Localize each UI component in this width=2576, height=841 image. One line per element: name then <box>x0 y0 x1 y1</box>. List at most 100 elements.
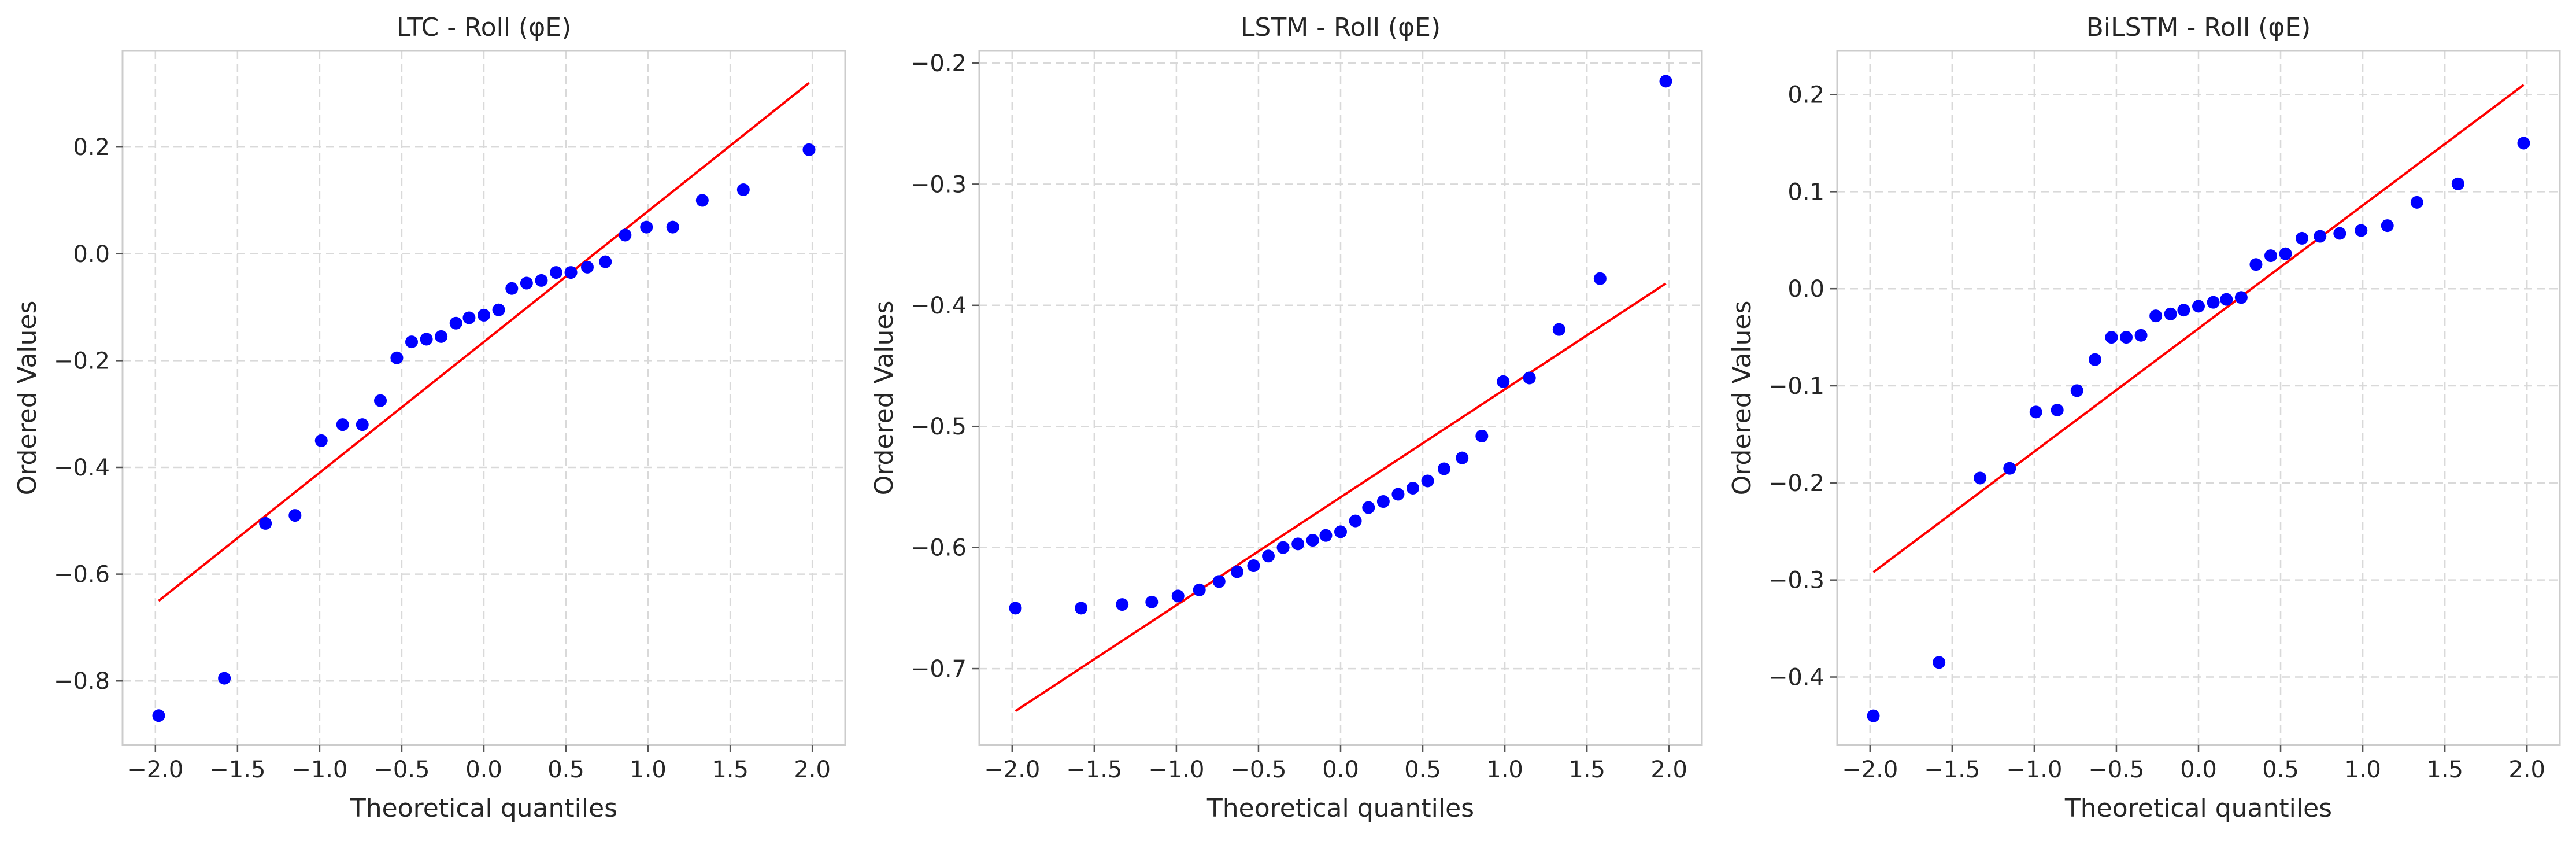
data-point <box>2192 300 2205 313</box>
data-point <box>1376 495 1390 508</box>
data-point <box>1116 598 1129 611</box>
data-point <box>2105 331 2118 344</box>
data-point <box>1145 595 1159 608</box>
data-point <box>2410 196 2423 209</box>
data-point <box>462 311 476 324</box>
y-tick-label: 0.2 <box>73 134 110 161</box>
data-point <box>2134 329 2148 342</box>
data-point <box>1262 549 1275 563</box>
x-tick-label: −1.0 <box>1148 757 1204 783</box>
data-point <box>1421 474 1434 488</box>
data-point <box>550 266 562 279</box>
data-point <box>2279 247 2292 260</box>
data-point <box>259 517 272 530</box>
data-point <box>1319 529 1333 542</box>
y-axis-label: Ordered Values <box>1727 301 1757 496</box>
data-point <box>2314 230 2327 243</box>
data-point <box>492 303 505 316</box>
data-point <box>2249 258 2263 271</box>
data-point <box>2051 403 2064 416</box>
data-point <box>2120 331 2133 344</box>
data-point <box>1247 559 1260 573</box>
data-point <box>1306 534 1319 547</box>
data-point <box>580 260 594 274</box>
data-point <box>435 330 448 343</box>
y-tick-label: −0.4 <box>54 455 110 481</box>
data-point <box>2003 462 2016 475</box>
qq-panel: −2.0 −1.5 −1.0 −0.5 0.0 0.5 1.0 1.5 2.0 −0.4 −0.3 −… <box>1727 13 2561 823</box>
fit-line <box>1872 84 2525 573</box>
y-tick-label: −0.5 <box>911 414 967 440</box>
x-tick-label: 0.0 <box>465 757 502 783</box>
data-point <box>449 316 462 330</box>
data-point <box>405 335 418 349</box>
x-tick-label: 1.5 <box>712 757 749 783</box>
qq-panel: −2.0 −1.5 −1.0 −0.5 0.0 0.5 1.0 1.5 2.0 −0.7 −0.6 −… <box>869 13 1703 823</box>
data-point <box>1349 514 1362 528</box>
data-point <box>802 143 816 156</box>
y-tick-label: 0.2 <box>1787 82 1824 109</box>
data-point <box>2234 291 2248 304</box>
data-point <box>666 220 679 234</box>
x-tick-label: 1.0 <box>1486 757 1523 783</box>
data-point <box>1276 541 1290 554</box>
fit-line <box>1015 282 1667 713</box>
x-tick-label: −2.0 <box>984 757 1040 783</box>
y-axis-label: Ordered Values <box>869 301 899 496</box>
x-tick-label: −2.0 <box>1842 757 1898 783</box>
data-point <box>2264 249 2277 263</box>
x-tick-label: 1.5 <box>2426 757 2463 783</box>
y-tick-label: −0.2 <box>54 348 110 374</box>
x-tick-label: 1.0 <box>2344 757 2381 783</box>
data-point <box>1362 501 1375 514</box>
x-tick-label: −1.0 <box>2006 757 2062 783</box>
x-tick-label: −0.5 <box>2088 757 2144 783</box>
data-point <box>1933 656 1946 669</box>
x-tick-label: 2.0 <box>794 757 831 783</box>
x-tick-label: 0.5 <box>547 757 584 783</box>
data-point <box>599 255 612 268</box>
y-tick-label: −0.2 <box>1768 470 1824 497</box>
data-point <box>1231 565 1244 578</box>
data-point <box>695 194 709 207</box>
data-point <box>2164 307 2177 320</box>
data-point <box>2070 384 2083 397</box>
data-point <box>2295 231 2308 245</box>
data-point <box>640 220 653 234</box>
y-tick-label: 0.0 <box>1787 276 1824 303</box>
data-point <box>374 394 387 407</box>
data-point <box>336 418 349 431</box>
y-tick-label: −0.3 <box>1768 567 1824 594</box>
data-point <box>314 434 328 447</box>
data-point <box>1334 525 1347 538</box>
x-axis-label: Theoretical quantiles <box>350 794 617 823</box>
x-axis-label: Theoretical quantiles <box>2064 794 2332 823</box>
data-point <box>1171 589 1185 603</box>
data-point <box>535 274 548 287</box>
x-tick-label: −1.0 <box>291 757 347 783</box>
data-point <box>2451 177 2464 190</box>
data-point <box>2177 304 2190 317</box>
chart-title: LTC - Roll (φE) <box>397 13 571 42</box>
x-tick-label: 0.0 <box>2180 757 2217 783</box>
y-tick-label: −0.8 <box>54 668 110 695</box>
data-point <box>1974 471 1987 485</box>
y-tick-label: −0.6 <box>54 562 110 588</box>
data-point <box>2220 293 2233 306</box>
data-point <box>2207 296 2220 309</box>
data-point <box>1867 709 1880 722</box>
x-tick-label: 0.5 <box>2262 757 2299 783</box>
y-tick-label: 0.0 <box>73 241 110 268</box>
x-tick-label: 2.0 <box>2508 757 2545 783</box>
data-point <box>2089 353 2102 366</box>
x-tick-label: −0.5 <box>1230 757 1286 783</box>
data-point <box>1593 272 1607 285</box>
y-tick-label: −0.2 <box>911 50 967 77</box>
y-tick-label: −0.1 <box>1768 373 1824 400</box>
y-axis-label: Ordered Values <box>13 301 42 496</box>
data-point <box>1523 371 1536 385</box>
data-point <box>1212 575 1226 588</box>
data-point <box>2029 405 2042 419</box>
x-tick-label: −1.5 <box>209 757 265 783</box>
